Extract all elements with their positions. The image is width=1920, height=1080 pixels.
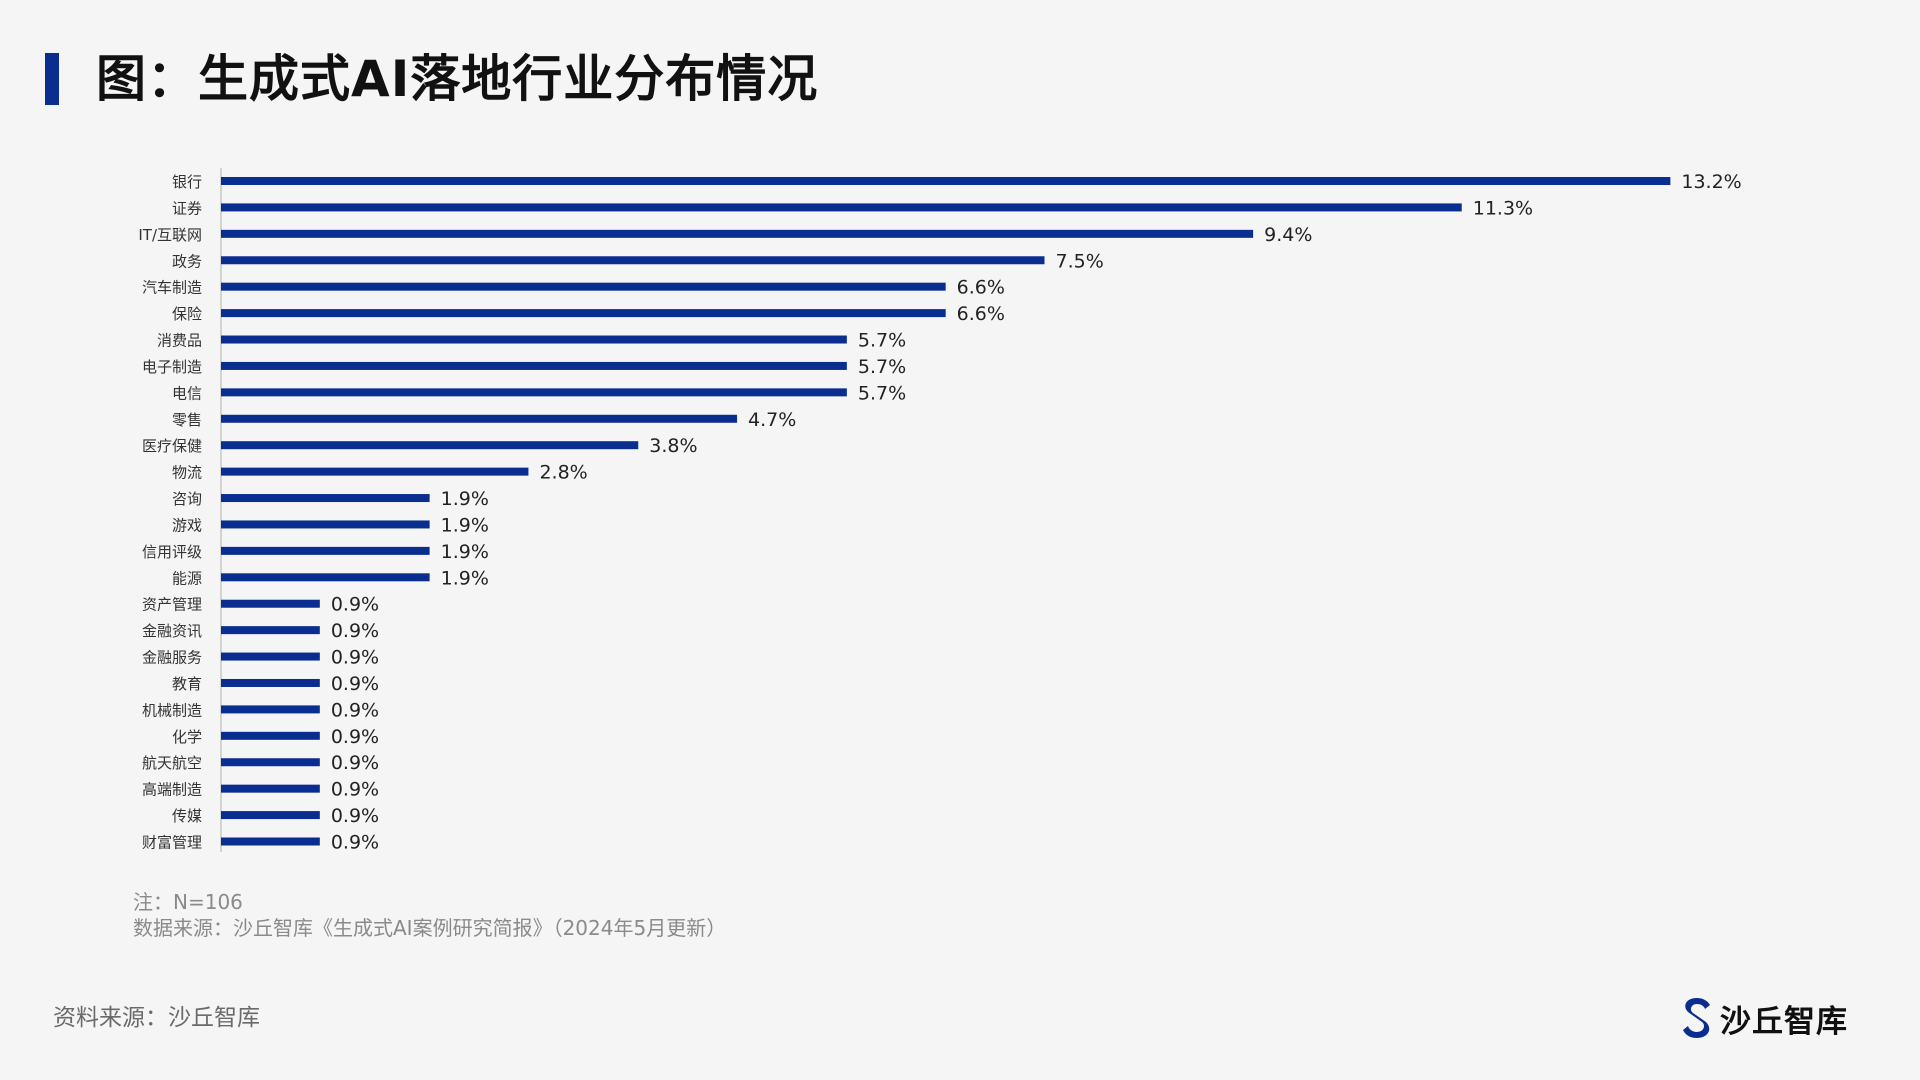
bar bbox=[221, 705, 320, 714]
category-label: 汽车制造 bbox=[142, 279, 202, 297]
data-source-note: 数据来源：沙丘智库《生成式AI案例研究简报》（2024年5月更新） bbox=[133, 916, 727, 940]
bar bbox=[221, 837, 320, 846]
value-label: 1.9% bbox=[441, 488, 489, 510]
bar bbox=[221, 177, 1671, 185]
bar bbox=[221, 731, 320, 740]
category-label: 银行 bbox=[172, 173, 202, 191]
footer-source: 资料来源：沙丘智库 bbox=[53, 1005, 260, 1031]
category-label: 证券 bbox=[172, 199, 202, 217]
category-label: 金融服务 bbox=[142, 649, 202, 667]
bar bbox=[221, 467, 529, 476]
category-label: 财富管理 bbox=[142, 834, 202, 852]
category-label: 能源 bbox=[172, 569, 202, 587]
category-label: 物流 bbox=[172, 464, 202, 482]
bar bbox=[221, 309, 946, 318]
value-label: 2.8% bbox=[539, 462, 587, 484]
category-label: 高端制造 bbox=[142, 781, 202, 799]
category-label: 金融资讯 bbox=[142, 622, 202, 640]
bar bbox=[221, 282, 946, 291]
category-label: 消费品 bbox=[157, 332, 202, 350]
value-label: 5.7% bbox=[858, 330, 906, 352]
bar bbox=[221, 784, 320, 793]
category-label: 游戏 bbox=[172, 516, 202, 534]
category-label: 政务 bbox=[172, 252, 202, 270]
category-label: 电子制造 bbox=[142, 358, 202, 376]
value-label: 3.8% bbox=[649, 435, 697, 457]
category-label: 机械制造 bbox=[142, 701, 202, 719]
value-label: 0.9% bbox=[331, 647, 379, 669]
category-label: 教育 bbox=[172, 675, 202, 693]
bar bbox=[221, 229, 1254, 238]
bar bbox=[221, 441, 639, 450]
value-label: 0.9% bbox=[331, 805, 379, 827]
value-label: 11.3% bbox=[1473, 197, 1533, 219]
brand-name: 沙丘智库 bbox=[1720, 1003, 1848, 1040]
value-label: 5.7% bbox=[858, 382, 906, 404]
bar bbox=[221, 758, 320, 767]
value-label: 1.9% bbox=[441, 514, 489, 536]
bar bbox=[221, 573, 430, 582]
brand-logo: 沙丘智库 bbox=[1680, 994, 1848, 1042]
bar bbox=[221, 203, 1462, 212]
bar bbox=[221, 494, 430, 503]
category-label: IT/互联网 bbox=[138, 226, 202, 244]
bar bbox=[221, 335, 847, 344]
value-label: 1.9% bbox=[441, 567, 489, 589]
bar bbox=[221, 256, 1045, 265]
category-label: 电信 bbox=[172, 384, 202, 402]
value-label: 6.6% bbox=[957, 277, 1005, 299]
bar bbox=[221, 678, 320, 687]
bar bbox=[221, 626, 320, 635]
category-label: 信用评级 bbox=[142, 543, 202, 561]
value-label: 6.6% bbox=[957, 303, 1005, 325]
value-label: 0.9% bbox=[331, 752, 379, 774]
page-title: 图：生成式AI落地行业分布情况 bbox=[96, 50, 819, 108]
category-label: 零售 bbox=[172, 411, 202, 429]
bar bbox=[221, 811, 320, 820]
category-label: 传媒 bbox=[172, 807, 202, 825]
bar bbox=[221, 520, 430, 529]
value-label: 5.7% bbox=[858, 356, 906, 378]
title-accent-bar bbox=[45, 53, 59, 105]
category-label: 保险 bbox=[172, 305, 202, 323]
sand-dune-s-logo-icon bbox=[1683, 998, 1710, 1038]
category-label: 医疗保健 bbox=[142, 437, 202, 455]
bar bbox=[221, 546, 430, 555]
bar bbox=[221, 599, 320, 608]
value-label: 0.9% bbox=[331, 620, 379, 642]
sample-size-note: 注：N=106 bbox=[133, 890, 243, 914]
value-label: 1.9% bbox=[441, 541, 489, 563]
category-label: 咨询 bbox=[172, 490, 202, 508]
bar bbox=[221, 361, 847, 370]
value-label: 7.5% bbox=[1056, 250, 1104, 272]
value-label: 9.4% bbox=[1264, 224, 1312, 246]
bar bbox=[221, 388, 847, 397]
value-label: 0.9% bbox=[331, 832, 379, 854]
value-label: 0.9% bbox=[331, 779, 379, 801]
value-label: 0.9% bbox=[331, 699, 379, 721]
category-label: 航天航空 bbox=[142, 754, 202, 772]
value-label: 0.9% bbox=[331, 673, 379, 695]
bar bbox=[221, 652, 320, 661]
category-label: 化学 bbox=[172, 728, 202, 746]
value-label: 0.9% bbox=[331, 726, 379, 748]
bar bbox=[221, 414, 738, 423]
value-label: 13.2% bbox=[1681, 171, 1741, 193]
value-label: 4.7% bbox=[748, 409, 796, 431]
category-label: 资产管理 bbox=[142, 596, 202, 614]
value-label: 0.9% bbox=[331, 594, 379, 616]
